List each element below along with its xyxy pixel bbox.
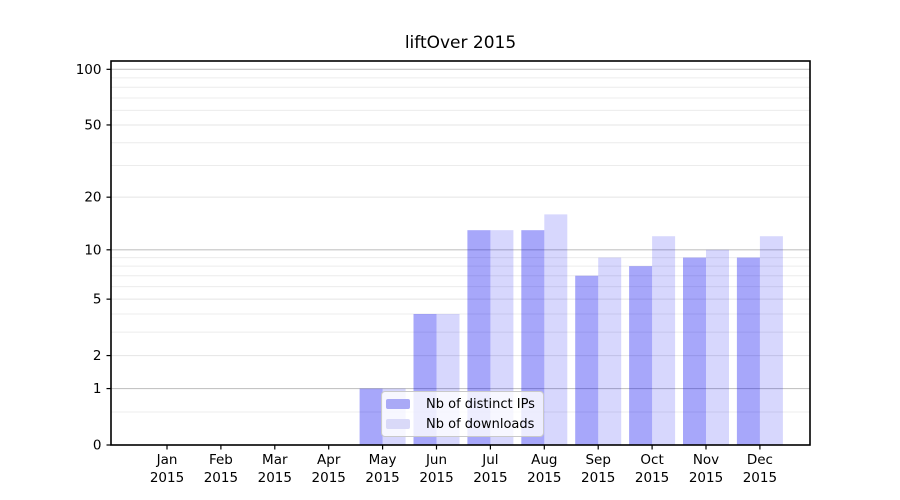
x-tick-year-aug: 2015 (527, 470, 561, 486)
y-tick-label-5: 5 (93, 292, 102, 308)
y-tick-label-20: 20 (84, 190, 101, 206)
y-tick-label-0: 0 (93, 438, 102, 454)
x-tick-year-nov: 2015 (689, 470, 723, 486)
bar-aug-nb-of-downloads (544, 214, 568, 445)
y-tick-label-10: 10 (84, 242, 101, 258)
y-tick-label-100: 100 (76, 62, 102, 78)
x-tick-year-mar: 2015 (258, 470, 292, 486)
x-tick-year-jan: 2015 (150, 470, 184, 486)
x-tick-label-jul: Jul (481, 452, 498, 468)
legend-item-distinct-ips: Nb of distinct IPs (386, 394, 543, 414)
x-tick-year-feb: 2015 (204, 470, 238, 486)
x-tick-label-oct: Oct (640, 452, 663, 468)
x-tick-label-dec: Dec (747, 452, 773, 468)
x-tick-year-oct: 2015 (635, 470, 669, 486)
bar-dec-nb-of-downloads (759, 236, 783, 445)
bar-oct-nb-of-downloads (652, 236, 676, 445)
x-tick-label-mar: Mar (262, 452, 288, 468)
x-tick-label-feb: Feb (209, 452, 233, 468)
y-tick-label-2: 2 (93, 348, 102, 364)
x-tick-label-jan: Jan (156, 452, 178, 468)
plot-border (110, 60, 811, 446)
x-tick-year-dec: 2015 (743, 470, 777, 486)
x-tick-label-nov: Nov (693, 452, 719, 468)
x-tick-year-may: 2015 (365, 470, 399, 486)
chart-title: liftOver 2015 (404, 33, 517, 53)
legend-swatch-distinct-ips (386, 399, 410, 409)
x-tick-year-sep: 2015 (581, 470, 615, 486)
bar-oct-nb-of-distinct-ips (629, 266, 653, 445)
x-tick-label-aug: Aug (531, 452, 557, 468)
bar-dec-nb-of-distinct-ips (736, 257, 760, 445)
legend-label-downloads: Nb of downloads (426, 416, 535, 432)
legend-label-distinct-ips: Nb of distinct IPs (426, 396, 535, 412)
y-tick-label-50: 50 (84, 117, 101, 133)
bar-sep-nb-of-distinct-ips (575, 275, 599, 445)
legend-swatch-downloads (386, 419, 410, 429)
x-tick-year-apr: 2015 (312, 470, 346, 486)
x-tick-year-jul: 2015 (473, 470, 507, 486)
bar-sep-nb-of-downloads (598, 257, 622, 445)
bar-nov-nb-of-downloads (706, 249, 729, 445)
legend-item-downloads: Nb of downloads (386, 414, 543, 434)
y-tick-label-1: 1 (93, 381, 102, 397)
bar-may-nb-of-distinct-ips (359, 388, 383, 445)
bar-nov-nb-of-distinct-ips (683, 257, 706, 445)
x-tick-label-sep: Sep (585, 452, 610, 468)
x-tick-year-jun: 2015 (419, 470, 453, 486)
x-tick-label-may: May (369, 452, 397, 468)
x-tick-label-jun: Jun (425, 452, 447, 468)
legend: Nb of distinct IPs Nb of downloads (381, 391, 544, 437)
x-tick-label-apr: Apr (317, 452, 341, 468)
